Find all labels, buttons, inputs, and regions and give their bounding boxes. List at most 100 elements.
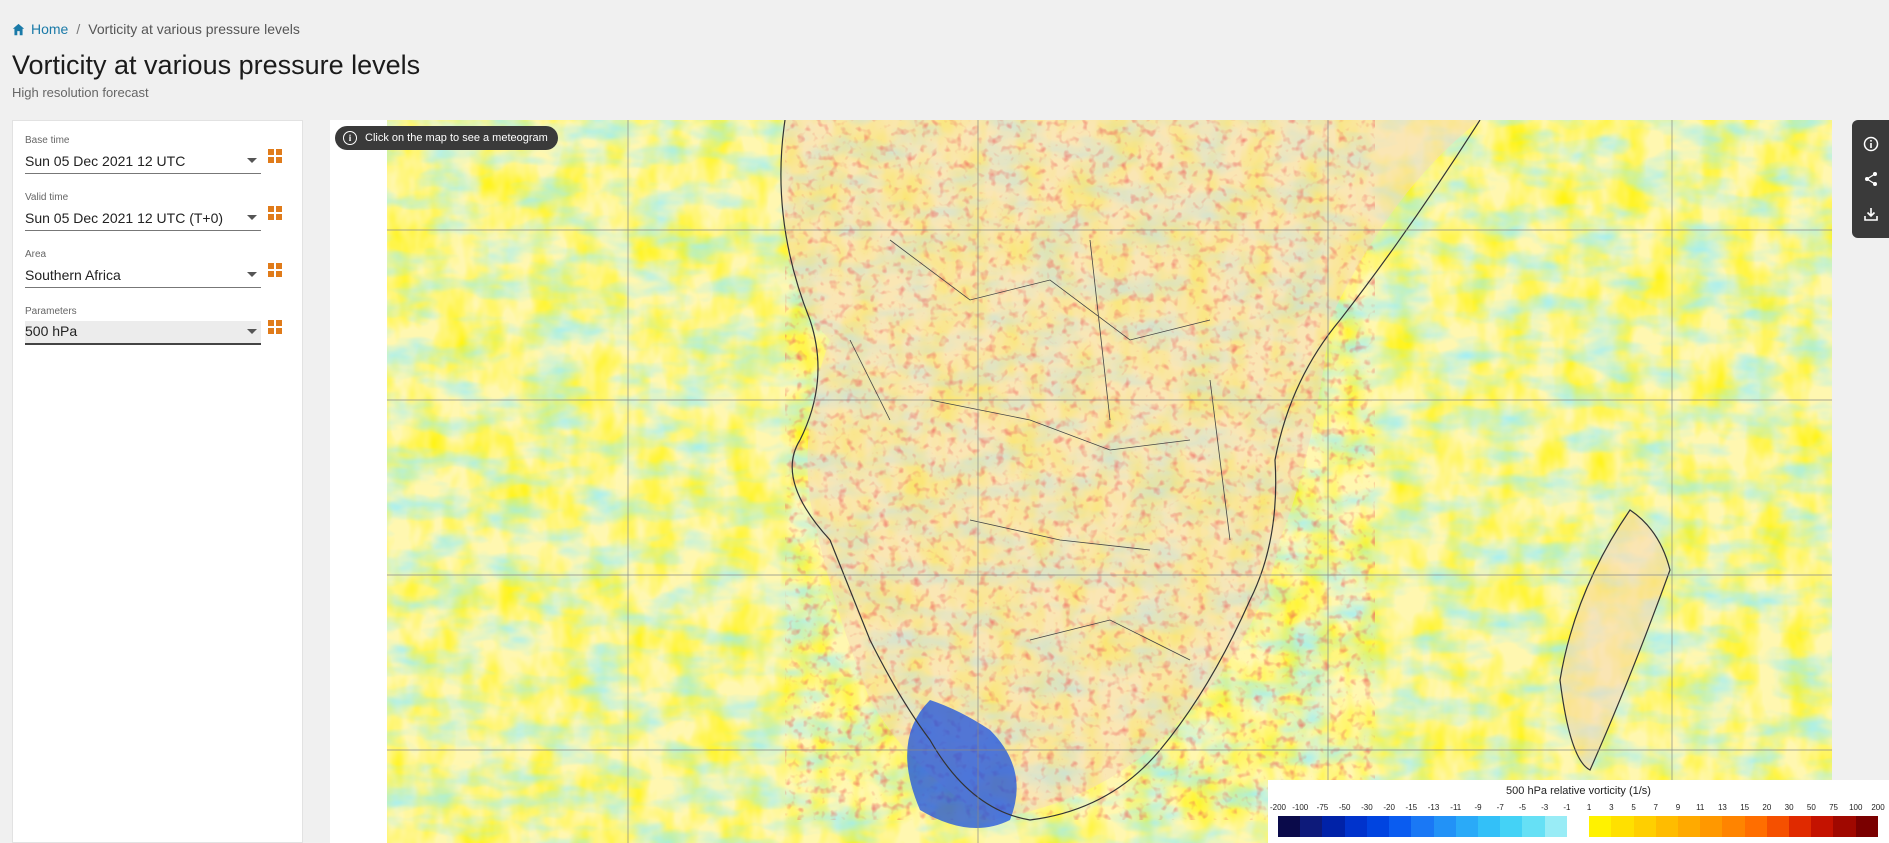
legend-tick-label: 9 <box>1675 803 1681 812</box>
legend-tick-label: 30 <box>1784 803 1794 812</box>
parameters-field: Parameters 500 hPa <box>25 306 261 345</box>
parameters-value: 500 hPa <box>25 323 78 339</box>
legend-tick-label: 75 <box>1829 803 1838 812</box>
legend-color-swatch <box>1700 816 1723 837</box>
meteogram-hint: i Click on the map to see a meteogram <box>335 126 558 150</box>
legend-tick-label: -30 <box>1361 803 1373 812</box>
legend-tick-label: -75 <box>1316 803 1329 812</box>
info-icon[interactable] <box>1861 134 1881 154</box>
legend-color-swatch <box>1344 816 1367 837</box>
legend-ticks: -200 -100 -75 -50 -30 -20 -15 -13 -11 -9 -7 -5 -3 -1 1… <box>1270 803 1885 813</box>
legend-color-swatch <box>1278 816 1301 837</box>
legend-tick-label: -11 <box>1450 803 1462 812</box>
valid-time-field: Valid time Sun 05 Dec 2021 12 UTC (T+0) <box>25 192 261 231</box>
vorticity-map-image[interactable] <box>330 120 1832 843</box>
legend-tick-label: -200 <box>1269 803 1287 812</box>
legend-color-bar <box>1278 816 1878 837</box>
parameters-select[interactable]: 500 hPa <box>25 321 261 345</box>
valid-time-grid-button[interactable] <box>268 206 282 220</box>
area-value: Southern Africa <box>25 266 121 283</box>
legend-tick-label: -20 <box>1383 803 1395 812</box>
legend-tick-label: 20 <box>1762 803 1772 812</box>
legend-color-swatch <box>1544 816 1567 837</box>
chevron-down-icon <box>247 158 257 163</box>
base-time-select[interactable]: Sun 05 Dec 2021 12 UTC <box>25 150 261 174</box>
base-time-field: Base time Sun 05 Dec 2021 12 UTC <box>25 135 261 174</box>
parameters-label: Parameters <box>25 306 77 317</box>
legend-tick-label: -1 <box>1563 803 1571 812</box>
legend-tick-label: -50 <box>1338 803 1351 812</box>
legend-tick-label: 11 <box>1696 803 1705 812</box>
legend-color-swatch <box>1411 816 1434 837</box>
breadcrumb-separator: / <box>76 21 81 37</box>
valid-time-select[interactable]: Sun 05 Dec 2021 12 UTC (T+0) <box>25 207 261 231</box>
legend-tick-label: -100 <box>1292 803 1309 812</box>
home-icon <box>12 23 25 35</box>
chevron-down-icon <box>247 272 257 277</box>
legend-color-swatch <box>1500 816 1523 837</box>
legend-color-swatch <box>1633 816 1656 837</box>
meteogram-hint-text: Click on the map to see a meteogram <box>365 132 548 144</box>
color-legend: 500 hPa relative vorticity (1/s) -200 -10… <box>1268 780 1889 843</box>
breadcrumb-home-link[interactable]: Home <box>12 21 68 37</box>
area-grid-button[interactable] <box>268 263 282 277</box>
info-icon: i <box>343 131 357 145</box>
legend-color-swatch <box>1655 816 1678 837</box>
legend-color-swatch <box>1811 816 1834 837</box>
legend-tick-label: 200 <box>1871 803 1885 812</box>
area-label: Area <box>25 249 47 260</box>
legend-tick-label: 13 <box>1717 803 1727 812</box>
valid-time-label: Valid time <box>25 192 69 203</box>
map-toolbar <box>1852 120 1889 238</box>
legend-title: 500 hPa relative vorticity (1/s) <box>1506 785 1651 797</box>
chevron-down-icon <box>247 328 257 334</box>
legend-color-swatch <box>1766 816 1790 837</box>
legend-tick-label: 100 <box>1849 803 1863 812</box>
controls-sidebar: Base time Sun 05 Dec 2021 12 UTC Valid t… <box>12 120 303 843</box>
legend-color-swatch <box>1366 816 1390 837</box>
area-field: Area Southern Africa <box>25 249 261 288</box>
legend-color-swatch <box>1677 816 1701 837</box>
legend-tick-label: 5 <box>1631 803 1636 812</box>
legend-color-swatch <box>1477 816 1501 837</box>
page-title: Vorticity at various pressure levels <box>12 50 421 80</box>
base-time-label: Base time <box>25 135 70 146</box>
legend-tick-label: -15 <box>1405 803 1418 812</box>
legend-tick-label: 50 <box>1806 803 1816 812</box>
legend-color-swatch <box>1589 816 1612 837</box>
download-icon[interactable] <box>1861 204 1881 224</box>
base-time-grid-button[interactable] <box>268 149 282 163</box>
legend-color-swatch <box>1722 816 1745 837</box>
legend-color-swatch <box>1789 816 1812 837</box>
legend-color-swatch <box>1611 816 1634 837</box>
legend-color-swatch <box>1455 816 1478 837</box>
legend-color-swatch <box>1433 816 1456 837</box>
area-select[interactable]: Southern Africa <box>25 264 261 288</box>
chevron-down-icon <box>247 215 257 220</box>
legend-color-swatch <box>1744 816 1767 837</box>
legend-color-swatch <box>1522 816 1545 837</box>
base-time-value: Sun 05 Dec 2021 12 UTC <box>25 152 186 169</box>
legend-tick-label: -5 <box>1518 803 1526 812</box>
legend-color-swatch <box>1855 816 1878 837</box>
breadcrumb: Home / Vorticity at various pressure lev… <box>12 21 300 37</box>
breadcrumb-current: Vorticity at various pressure levels <box>88 21 300 37</box>
legend-tick-label: 15 <box>1740 803 1750 812</box>
legend-tick-label: 1 <box>1586 803 1592 812</box>
share-icon[interactable] <box>1861 169 1881 189</box>
forecast-map[interactable]: i Click on the map to see a meteogram <box>330 120 1832 843</box>
breadcrumb-home-label: Home <box>31 21 69 37</box>
legend-tick-label: -9 <box>1474 803 1482 812</box>
parameters-grid-button[interactable] <box>268 320 282 334</box>
legend-tick-label: -13 <box>1427 803 1440 812</box>
legend-tick-label: -3 <box>1541 803 1549 812</box>
legend-color-swatch <box>1566 816 1590 837</box>
legend-tick-label: -7 <box>1496 803 1504 812</box>
valid-time-value: Sun 05 Dec 2021 12 UTC (T+0) <box>25 209 224 226</box>
legend-tick-label: 7 <box>1653 803 1658 812</box>
legend-color-swatch <box>1322 816 1345 837</box>
legend-color-swatch <box>1833 816 1856 837</box>
legend-tick-label: 3 <box>1609 803 1614 812</box>
legend-color-swatch <box>1300 816 1323 837</box>
legend-color-swatch <box>1389 816 1412 837</box>
